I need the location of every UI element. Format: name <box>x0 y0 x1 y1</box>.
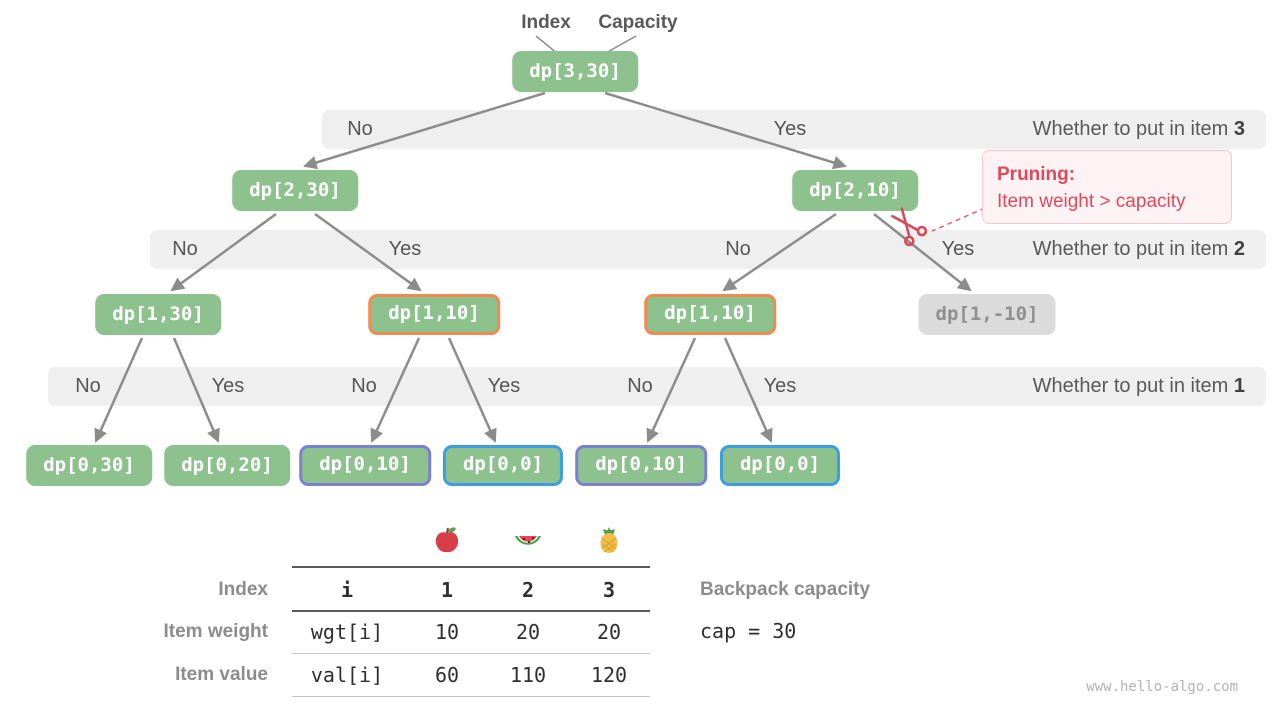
choice-yes-label: Yes <box>388 238 422 260</box>
choice-no-label: No <box>75 375 101 397</box>
pruning-title-line: Pruning: <box>997 161 1217 188</box>
backpack-capacity-label: Backpack capacity <box>700 579 871 600</box>
table-cell: 60 <box>434 663 460 687</box>
watermelon-icon <box>515 536 541 545</box>
banner-item-number: 1 <box>1233 375 1245 397</box>
table-row-label-value: Item value <box>175 664 268 685</box>
choice-yes-label: Yes <box>763 375 797 397</box>
banner-title: Whether to put in item 1 <box>1033 367 1245 406</box>
node-dp-0-10-right: dp[0,10] <box>575 445 707 486</box>
table-rule-header <box>292 610 650 612</box>
node-dp-1-neg10: dp[1,-10] <box>918 294 1056 335</box>
pruning-title: Pruning <box>997 164 1069 185</box>
table-cell: 20 <box>596 620 622 644</box>
pruning-detail: Item weight > capacity <box>997 191 1186 212</box>
index-column-label: Index <box>521 12 571 33</box>
banner-item-number: 2 <box>1233 238 1245 260</box>
table-rule-bottom <box>292 696 650 697</box>
choice-yes-label: Yes <box>941 238 975 260</box>
node-dp-2-10: dp[2,10] <box>792 170 918 211</box>
table-rule-top <box>292 566 650 568</box>
choice-no-label: No <box>725 238 751 260</box>
banner-title: Whether to put in item 2 <box>1033 230 1245 269</box>
table-cell: 10 <box>434 620 460 644</box>
pruning-pointer-line <box>931 207 986 232</box>
choice-yes-label: Yes <box>211 375 245 397</box>
node-dp-2-30: dp[2,30] <box>232 170 358 211</box>
table-cell: 110 <box>509 663 547 687</box>
node-dp-0-10-left: dp[0,10] <box>299 445 431 486</box>
decision-banner-item-1: No Yes No Yes No Yes Whether to put in i… <box>48 367 1266 406</box>
backpack-capacity-value: cap = 30 <box>700 619 797 643</box>
table-cell: val[i] <box>310 663 384 687</box>
table-cell: 2 <box>521 578 535 602</box>
node-dp-1-30: dp[1,30] <box>95 294 221 335</box>
node-dp-1-10-left: dp[1,10] <box>368 294 500 335</box>
node-dp-0-0-left: dp[0,0] <box>442 445 564 486</box>
table-cell: 1 <box>440 578 454 602</box>
watermark: www.hello-algo.com <box>1086 679 1238 695</box>
node-dp-0-20: dp[0,20] <box>164 445 290 486</box>
banner-title-text: Whether to put in item <box>1032 375 1234 397</box>
banner-title-text: Whether to put in item <box>1032 118 1234 140</box>
choice-no-label: No <box>351 375 377 397</box>
pruning-callout: Pruning: Item weight > capacity <box>982 150 1232 224</box>
capacity-column-label: Capacity <box>598 12 678 33</box>
decision-banner-item-3: No Yes Whether to put in item 3 <box>322 110 1266 149</box>
table-row-label-index: Index <box>218 579 268 600</box>
banner-title-text: Whether to put in item <box>1032 238 1234 260</box>
node-dp-3-30: dp[3,30] <box>512 51 638 92</box>
table-rule-mid <box>292 653 650 654</box>
banner-item-number: 3 <box>1233 118 1245 140</box>
banner-title: Whether to put in item 3 <box>1033 110 1245 149</box>
choice-yes-label: Yes <box>487 375 521 397</box>
apple-icon <box>435 527 459 553</box>
table-cell: 120 <box>590 663 628 687</box>
table-row-label-weight: Item weight <box>163 621 268 642</box>
table-cell: 20 <box>515 620 541 644</box>
pruning-colon: : <box>1068 164 1076 185</box>
choice-no-label: No <box>172 238 198 260</box>
node-dp-0-30: dp[0,30] <box>26 445 152 486</box>
pineapple-icon <box>600 527 618 553</box>
choice-no-label: No <box>347 118 373 140</box>
node-dp-1-10-right: dp[1,10] <box>644 294 776 335</box>
table-cell: 3 <box>602 578 616 602</box>
choice-yes-label: Yes <box>773 118 807 140</box>
decision-banner-item-2: No Yes No Yes Whether to put in item 2 <box>150 230 1266 269</box>
choice-no-label: No <box>627 375 653 397</box>
table-cell: wgt[i] <box>310 620 384 644</box>
table-cell: i <box>340 578 354 602</box>
node-dp-0-0-right: dp[0,0] <box>719 445 841 486</box>
